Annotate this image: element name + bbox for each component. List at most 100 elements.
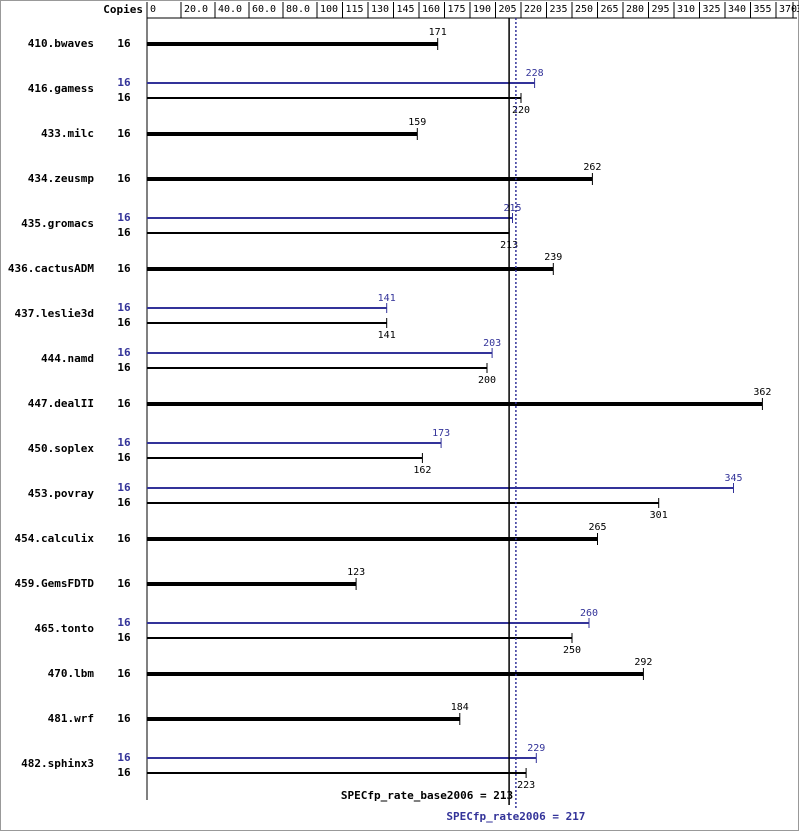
x-tick-label: 325 (703, 4, 721, 15)
peak-bar (147, 82, 535, 84)
copies-label: 16 (117, 91, 131, 104)
value-label: 345 (724, 473, 742, 484)
x-tick-label: 370 (779, 4, 797, 15)
copies-label: 16 (117, 361, 131, 374)
base-bar (147, 502, 659, 504)
value-label: 184 (451, 702, 469, 713)
base-bar (147, 672, 644, 676)
x-tick-label: 115 (346, 4, 364, 15)
value-label: 173 (432, 428, 450, 439)
benchmark-label: 470.lbm (48, 667, 95, 680)
value-label: 362 (753, 387, 771, 398)
copies-label: 16 (117, 346, 131, 359)
peak-bar (147, 487, 734, 489)
value-label: 250 (563, 645, 581, 656)
base-bar (147, 717, 460, 721)
copies-label: 16 (117, 436, 131, 449)
copies-label: 16 (117, 532, 131, 545)
copies-label: 16 (117, 616, 131, 629)
benchmark-label: 481.wrf (48, 712, 94, 725)
value-label: 239 (544, 252, 562, 263)
peak-bar (147, 442, 442, 444)
base-bar (147, 97, 521, 99)
base-bar (147, 637, 572, 639)
value-label: 159 (408, 117, 426, 128)
benchmark-label: 482.sphinx3 (21, 757, 94, 770)
x-tick-label: 250 (575, 4, 593, 15)
base-bar (147, 367, 487, 369)
value-label: 200 (478, 375, 496, 386)
peak-bar (147, 757, 537, 759)
benchmark-label: 447.dealII (28, 397, 94, 410)
benchmark-label: 436.cactusADM (8, 262, 94, 275)
peak-bar (147, 217, 513, 219)
copies-label: 16 (117, 667, 131, 680)
x-tick-label: 295 (652, 4, 670, 15)
peak-bar (147, 352, 493, 354)
value-label: 260 (580, 608, 598, 619)
value-label: 223 (517, 780, 535, 791)
benchmark-label: 416.gamess (28, 82, 94, 95)
copies-label: 16 (117, 76, 131, 89)
benchmark-label: 459.GemsFDTD (15, 577, 95, 590)
benchmark-label: 454.calculix (15, 532, 95, 545)
reference-label: SPECfp_rate2006 = 217 (446, 810, 585, 823)
value-label: 292 (634, 657, 652, 668)
copies-label: 16 (117, 766, 131, 779)
x-tick-label: 145 (397, 4, 415, 15)
copies-label: 16 (117, 712, 131, 725)
benchmark-label: 433.milc (41, 127, 94, 140)
base-bar (147, 322, 387, 324)
copies-label: 16 (117, 316, 131, 329)
base-bar (147, 402, 763, 406)
value-label: 123 (347, 567, 365, 578)
x-tick-label: 130 (371, 4, 389, 15)
benchmark-label: 465.tonto (34, 622, 94, 635)
copies-label: 16 (117, 496, 131, 509)
copies-label: 16 (117, 631, 131, 644)
value-label: 162 (413, 465, 431, 476)
x-tick-label: 190 (473, 4, 491, 15)
base-bar (147, 772, 527, 774)
x-tick-label: 380 (796, 4, 799, 15)
copies-label: 16 (117, 751, 131, 764)
benchmark-label: 444.namd (41, 352, 94, 365)
x-tick-label: 60.0 (252, 4, 276, 15)
copies-label: 16 (117, 481, 131, 494)
copies-label: 16 (117, 262, 131, 275)
value-label: 220 (512, 105, 530, 116)
x-tick-label: 340 (728, 4, 746, 15)
value-label: 141 (378, 293, 396, 304)
value-label: 265 (588, 522, 606, 533)
x-tick-label: 220 (524, 4, 542, 15)
peak-bar (147, 307, 387, 309)
copies-header: Copies (103, 3, 143, 16)
base-bar (147, 457, 423, 459)
base-bar (147, 177, 593, 181)
benchmark-label: 453.povray (28, 487, 95, 500)
x-tick-label: 235 (550, 4, 568, 15)
copies-label: 16 (117, 451, 131, 464)
x-tick-label: 265 (601, 4, 619, 15)
value-label: 301 (650, 510, 668, 521)
benchmark-label: 434.zeusmp (28, 172, 95, 185)
x-tick-label: 205 (499, 4, 517, 15)
copies-label: 16 (117, 172, 131, 185)
base-bar (147, 537, 598, 541)
x-tick-label: 310 (677, 4, 695, 15)
copies-label: 16 (117, 226, 131, 239)
value-label: 262 (583, 162, 601, 173)
value-label: 229 (527, 743, 545, 754)
x-tick-label: 0 (150, 4, 156, 15)
base-bar (147, 42, 438, 46)
x-tick-label: 20.0 (184, 4, 208, 15)
reference-label: SPECfp_rate_base2006 = 213 (341, 789, 513, 802)
copies-label: 16 (117, 397, 131, 410)
benchmark-label: 437.leslie3d (15, 307, 94, 320)
x-tick-label: 100 (320, 4, 338, 15)
x-tick-label: 80.0 (286, 4, 310, 15)
base-bar (147, 232, 510, 234)
copies-label: 16 (117, 211, 131, 224)
